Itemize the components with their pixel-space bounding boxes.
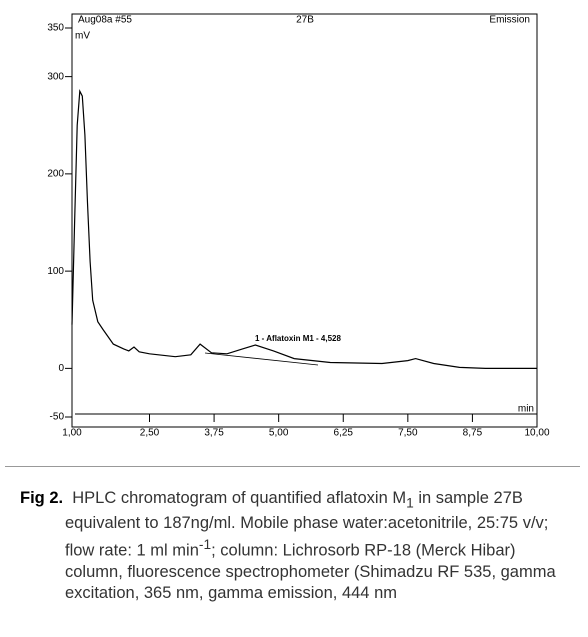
caption-text: HPLC chromatogram of quantified aflatoxi… (72, 489, 407, 507)
caption-label: Fig 2. (20, 489, 64, 507)
trace (71, 89, 537, 369)
header-left: Aug08a #55 (78, 15, 132, 26)
x-tick-label: 7,50 (398, 428, 418, 439)
x-tick-label: 6,25 (334, 428, 354, 439)
caption: Fig 2. HPLC chromatogram of quantified a… (20, 488, 565, 604)
y-tick-label: 100 (47, 266, 64, 277)
divider (5, 466, 580, 467)
chart: Aug08a #55 27B Emission mV min 350 300 200… (47, 13, 550, 439)
x-tick-label: 5,00 (269, 428, 289, 439)
caption-text: in sample 27B equivalent to 187ng/ml. Mo… (65, 489, 549, 560)
peak-annotation: 1 - Aflatoxin M1 - 4,528 (255, 334, 342, 343)
y-tick-label: 300 (47, 71, 64, 82)
header-center: 27B (296, 15, 314, 26)
x-unit: min (518, 404, 534, 415)
caption-sub: 1 (406, 495, 414, 511)
integration-baseline (204, 352, 319, 366)
plot-frame (71, 13, 538, 428)
x-tick-label: 3,75 (204, 428, 224, 439)
y-tick-label: 350 (47, 23, 64, 34)
x-tick-label: 10,00 (524, 428, 549, 439)
y-tick-label: 0 (58, 363, 64, 374)
y-tick-label: -50 (50, 412, 65, 423)
caption-text: ; column: Lichrosorb RP-18 (Merck Hibar)… (65, 541, 556, 602)
x-tick-label: 2,50 (140, 428, 160, 439)
x-tick-label: 8,75 (463, 428, 483, 439)
x-tick-label: 1,00 (62, 428, 82, 439)
y-unit: mV (75, 31, 90, 42)
y-tick-label: 200 (47, 169, 64, 180)
caption-sup: -1 (198, 537, 212, 553)
header-right: Emission (489, 15, 530, 26)
